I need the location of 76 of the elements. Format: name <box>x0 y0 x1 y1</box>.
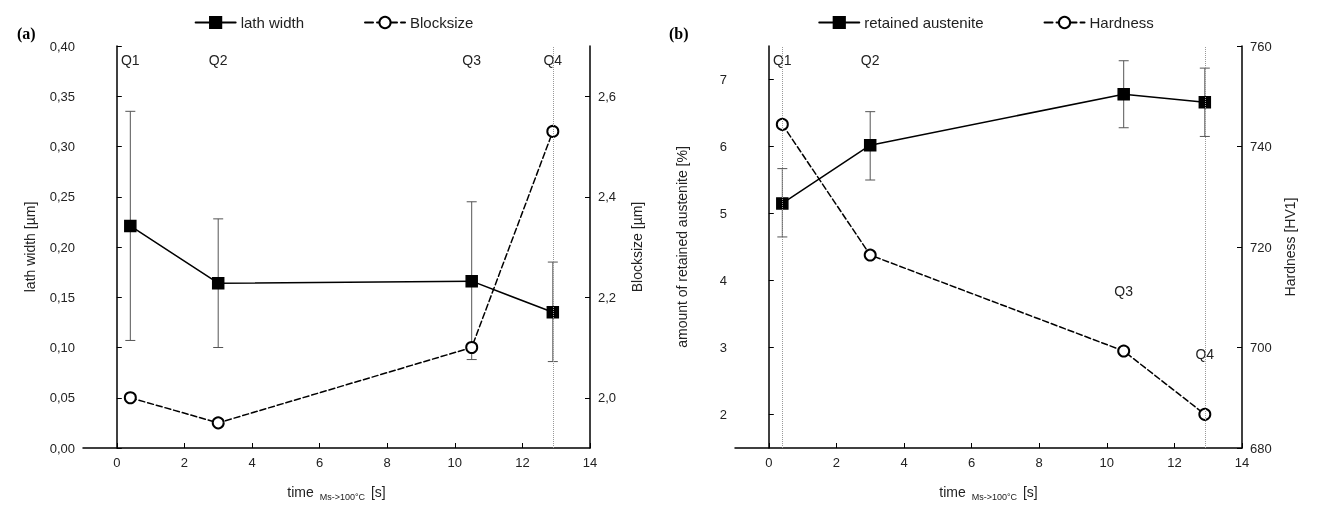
x-axis-title: time Ms->100°C [s] <box>939 483 1038 502</box>
point <box>123 391 137 405</box>
point <box>1117 87 1130 101</box>
point <box>775 117 789 131</box>
y-tick-label: 0,30 <box>49 139 75 154</box>
point <box>546 124 560 138</box>
y-axis-title: amount of retained austenite [%] <box>674 146 690 348</box>
annotation: Q2 <box>860 52 880 68</box>
x-tick-label: 4 <box>900 455 908 470</box>
y-tick-label: 2 <box>719 407 727 422</box>
point <box>211 276 225 290</box>
y-tick-label: 0,25 <box>49 189 75 205</box>
annotation: Q3 <box>462 52 482 68</box>
legend-label: Blocksize <box>410 14 474 31</box>
legend-label: Hardness <box>1089 14 1154 31</box>
y-tick-label: 3 <box>719 340 727 355</box>
y-tick-label: 4 <box>719 273 727 288</box>
x-tick-label: 12 <box>1167 455 1182 470</box>
x-tick-label: 8 <box>383 455 391 470</box>
y-tick-label: 0,15 <box>49 289 75 305</box>
legend-label: lath width <box>240 14 305 31</box>
x-axis-title: time Ms->100°C [s] <box>287 483 386 502</box>
y2-tick-label: 2,0 <box>598 390 617 406</box>
x-tick-label: 14 <box>582 455 598 470</box>
y-tick-label: 5 <box>719 206 727 221</box>
point <box>124 219 137 233</box>
y2-tick-label: 2,4 <box>598 189 617 205</box>
annotation: Q4 <box>1195 346 1215 363</box>
annotation: Q1 <box>772 52 792 68</box>
y-tick-label: 0,05 <box>49 390 75 406</box>
x-tick-label: 0 <box>113 455 121 470</box>
y2-tick-label: 720 <box>1250 239 1272 255</box>
x-tick-label: 0 <box>765 455 773 470</box>
y-axis-title: lath width [µm] <box>22 201 38 293</box>
point <box>1117 344 1131 358</box>
annotation: Q1 <box>120 52 140 68</box>
annotation: Q4 <box>543 52 563 68</box>
y-tick-label: 0,10 <box>49 340 75 355</box>
chart-title: (a) <box>17 24 36 43</box>
point <box>1198 96 1212 109</box>
y2-tick-label: 740 <box>1250 139 1272 154</box>
point <box>211 416 225 430</box>
y2-tick-label: 2,6 <box>598 88 617 104</box>
x-tick-label: 4 <box>248 455 256 470</box>
x-tick-label: 8 <box>1035 455 1043 470</box>
y-tick-label: 0,00 <box>49 440 75 456</box>
x-tick-label: 10 <box>1099 455 1115 470</box>
y-tick-label: 0,35 <box>49 88 75 104</box>
legend-label: retained austenite <box>864 14 984 31</box>
point <box>1198 407 1212 421</box>
y2-tick-label: 700 <box>1250 340 1272 355</box>
x-tick-label: 10 <box>447 455 463 470</box>
y2-tick-label: 760 <box>1250 38 1272 54</box>
point <box>863 248 877 262</box>
chart-title: (b) <box>669 24 689 43</box>
y-tick-label: 7 <box>719 72 727 87</box>
y2-tick-label: 2,2 <box>598 289 617 305</box>
y-tick-label: 0,20 <box>49 239 75 255</box>
x-tick-label: 6 <box>315 455 324 470</box>
annotation: Q3 <box>1114 283 1134 300</box>
point <box>465 274 478 288</box>
point <box>776 197 789 210</box>
y-tick-label: 6 <box>719 139 727 154</box>
y2-axis-title: Hardness [HV1] <box>1281 197 1298 297</box>
x-tick-label: 2 <box>832 455 841 470</box>
x-tick-label: 6 <box>967 455 976 470</box>
y-tick-label: 0,40 <box>49 38 75 54</box>
y2-axis-title: Blocksize [µm] <box>629 201 645 293</box>
point <box>546 306 560 319</box>
x-tick-label: 2 <box>180 455 189 470</box>
x-tick-label: 14 <box>1234 455 1250 470</box>
y2-tick-label: 680 <box>1250 440 1272 456</box>
point <box>863 138 877 152</box>
annotation: Q2 <box>208 52 228 68</box>
point <box>465 341 479 354</box>
x-tick-label: 12 <box>515 455 530 470</box>
